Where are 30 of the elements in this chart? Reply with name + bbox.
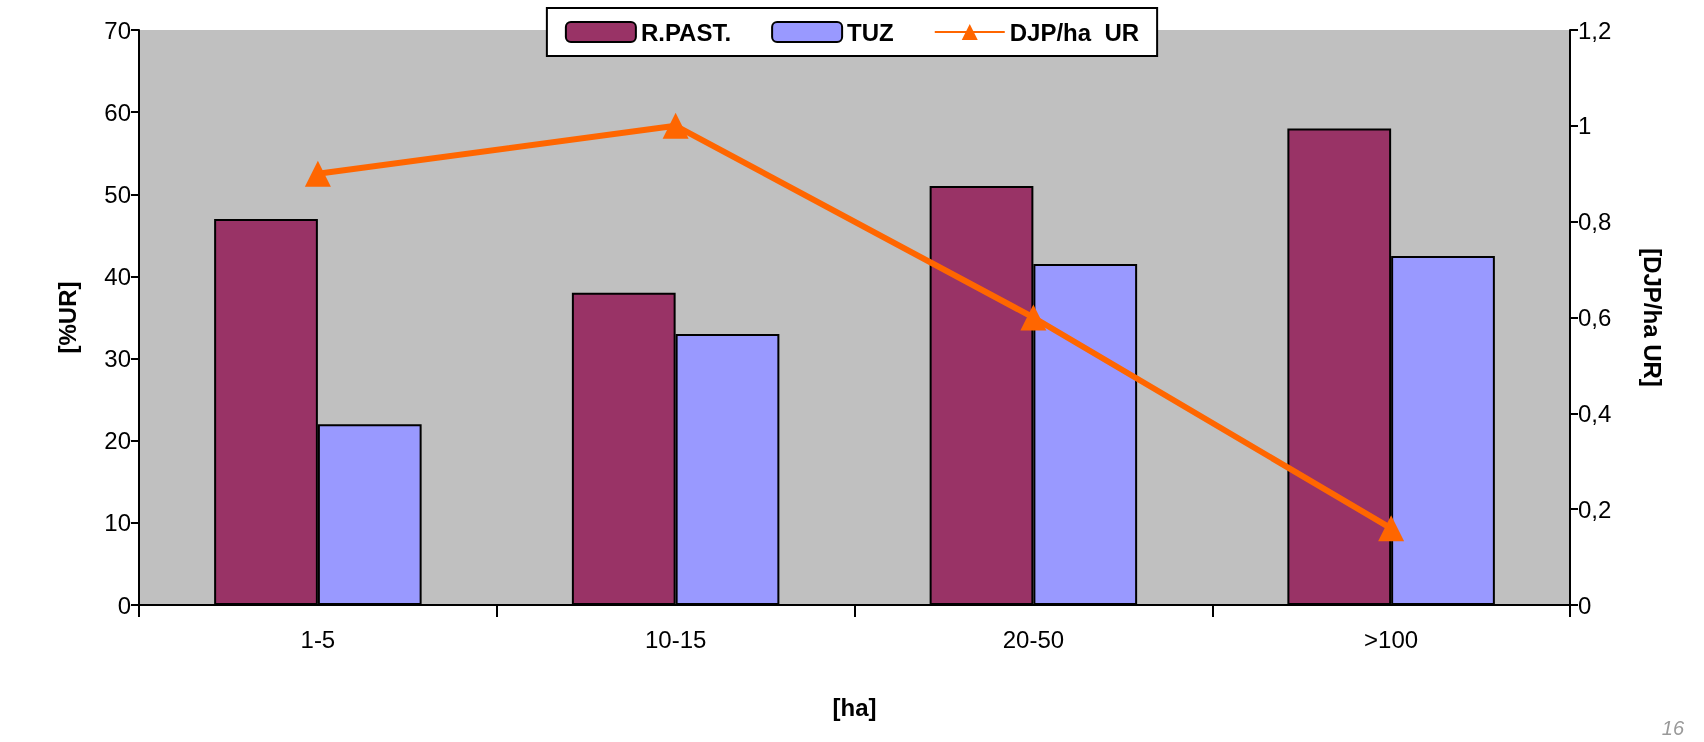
y-tick-label: 50: [104, 180, 131, 208]
y2-axis-title: [DJP/ha UR]: [1638, 248, 1666, 387]
text: 16: [1661, 717, 1685, 739]
x-tick-label: 20-50: [1002, 625, 1065, 653]
x-axis-title: [ha]: [832, 693, 877, 721]
y-tick-label: 70: [104, 16, 131, 44]
y-tick-label: 60: [104, 98, 131, 126]
point: [1378, 515, 1405, 542]
y2-tick-label: 0: [1578, 591, 1592, 619]
y2-tick-label: 0,6: [1578, 304, 1612, 331]
legend-label: R.PAST.: [640, 18, 732, 46]
y2-tick-label: 0,4: [1578, 399, 1612, 427]
legend-label: DJP/ha UR: [1009, 18, 1140, 46]
y-tick-label: 0: [117, 591, 131, 619]
y-tick-label: 40: [104, 262, 131, 290]
y-axis-title: [%UR]: [53, 281, 81, 354]
x-tick-label: >100: [1364, 625, 1419, 653]
point: [304, 160, 331, 187]
x-tick-label: 10-15: [644, 625, 707, 653]
point: [662, 112, 689, 139]
x-tick-label: 1-5: [300, 625, 336, 653]
y-tick-label: 10: [104, 509, 131, 537]
y2-tick-label: 1,2: [1578, 16, 1612, 44]
y-tick-label: 30: [104, 345, 131, 373]
y2-tick-label: 1: [1578, 112, 1592, 140]
point: [1020, 304, 1047, 331]
y-tick-label: 20: [104, 427, 131, 455]
legend-label: TUZ: [847, 18, 894, 46]
y2-tick-label: 0,2: [1578, 495, 1612, 523]
y2-tick-label: 0,8: [1578, 208, 1612, 236]
